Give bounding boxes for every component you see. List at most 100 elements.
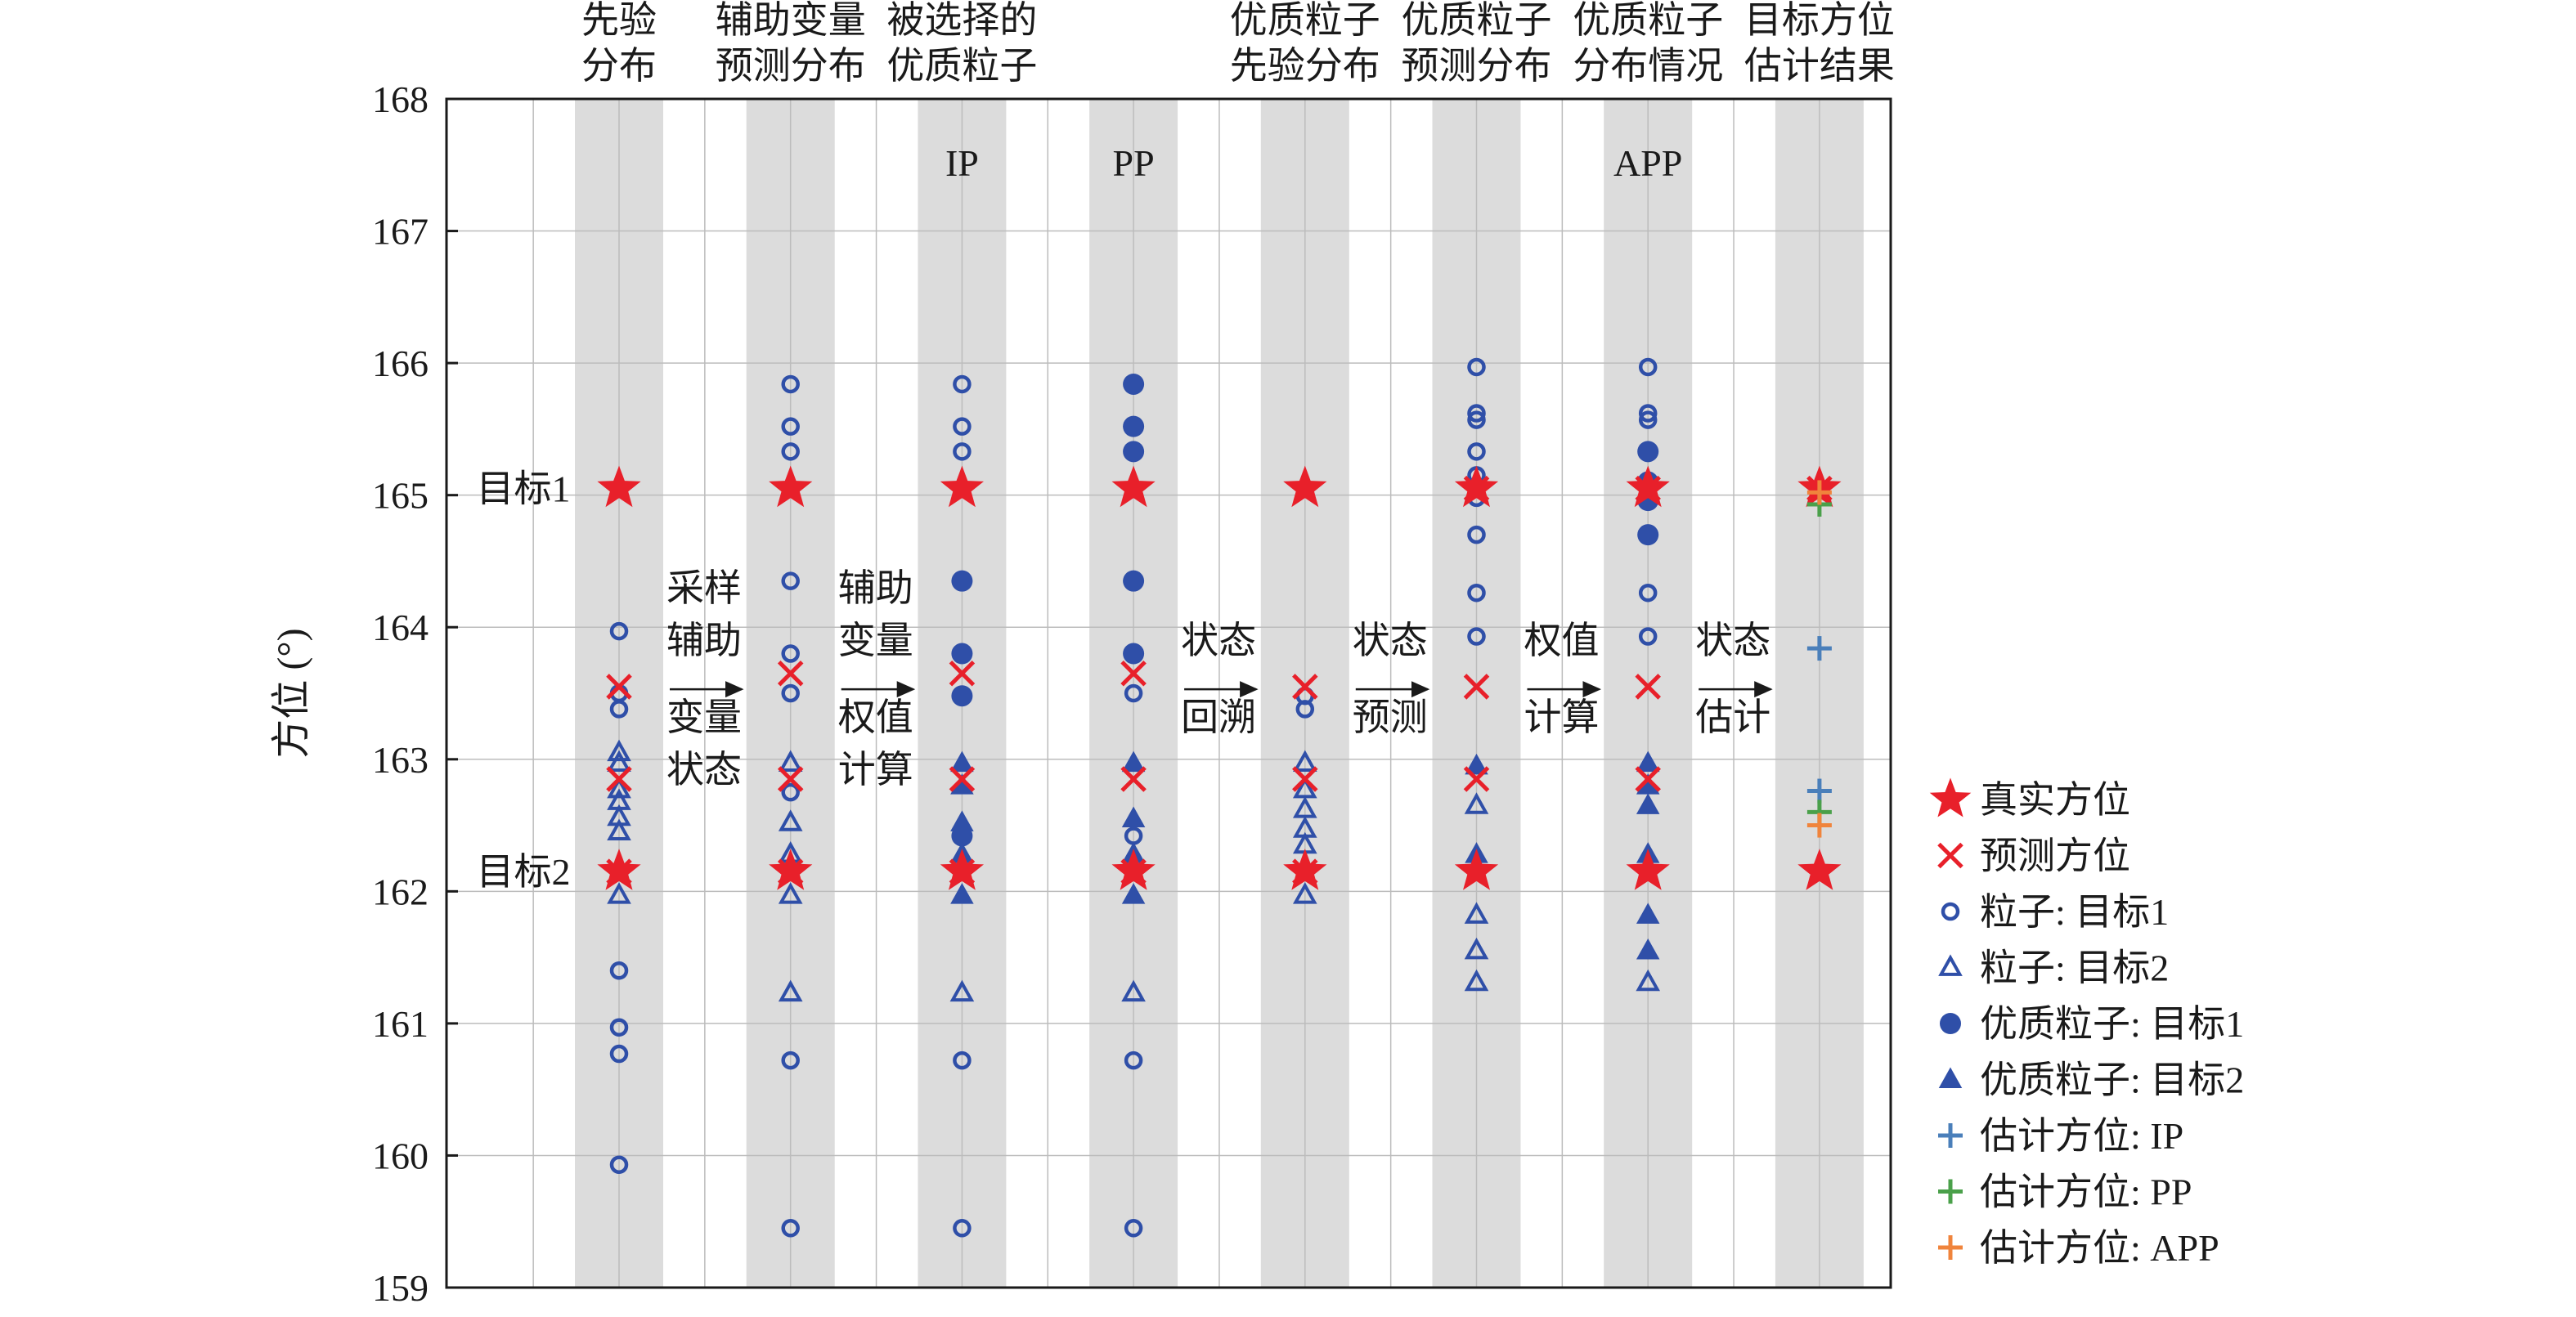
legend-label: 估计方位: APP (1980, 1227, 2219, 1269)
data-point-triangle-filled (1636, 938, 1660, 960)
data-point-triangle-filled (1121, 750, 1146, 773)
step-label: 状态 (666, 749, 742, 791)
data-point-circle-open (953, 417, 972, 436)
step-label: 权值 (838, 697, 913, 738)
legend-marker-plus (1938, 1235, 1963, 1260)
data-point-triangle-open (1464, 792, 1489, 814)
column-header: 分布情况 (1573, 45, 1723, 87)
column-header: 优质粒子 (1573, 0, 1723, 41)
data-point-x (777, 766, 804, 792)
legend-label: 真实方位 (1980, 779, 2130, 821)
y-tick-label: 161 (372, 1003, 429, 1045)
column-header: 估计结果 (1744, 45, 1895, 87)
data-point-circle-filled (951, 643, 973, 665)
y-tick-label: 166 (372, 343, 429, 384)
data-point-circle-filled (951, 570, 973, 592)
data-point-triangle-filled (950, 773, 974, 795)
y-tick-label: 165 (372, 475, 429, 517)
data-point-circle-open (781, 417, 800, 436)
data-point-circle-filled (1637, 524, 1659, 546)
data-point-triangle-open (1636, 969, 1661, 992)
data-point-star (1283, 465, 1327, 508)
data-point-triangle-open (778, 979, 803, 1002)
column-header: 分布 (581, 45, 657, 87)
data-point-circle-open (953, 1219, 972, 1238)
grid-lines (447, 99, 1891, 1288)
mode-label: APP (1613, 142, 1682, 184)
column-header: 优质粒子 (1230, 0, 1380, 41)
column-header: 辅助变量 (716, 0, 866, 41)
data-point-circle-open (1124, 1219, 1143, 1238)
data-point-triangle-open (607, 776, 631, 799)
data-point-circle-open (1467, 404, 1486, 423)
data-point-star (1454, 465, 1499, 508)
data-point-triangle-filled (1636, 793, 1660, 814)
data-point-circle-open (1467, 442, 1486, 461)
y-tick-label: 167 (372, 211, 429, 253)
data-point-circle-open (1638, 357, 1658, 377)
data-point-triangle-open (778, 750, 803, 773)
data-point-circle-open (1638, 627, 1658, 646)
data-point-circle-open (781, 644, 800, 663)
legend-marker-plus (1938, 1179, 1963, 1204)
data-point-x (1120, 766, 1147, 792)
column-header: 被选择的 (886, 0, 1037, 41)
step-label: 预测 (1353, 697, 1428, 738)
column-header: 先验分布 (1230, 45, 1380, 87)
data-point-circle-open (609, 961, 629, 980)
data-point-triangle-open (778, 882, 803, 904)
data-point-triangle-filled (1465, 753, 1488, 775)
data-point-x (606, 766, 632, 792)
legend-marker-triangle-open (1938, 954, 1963, 976)
data-point-star (597, 465, 641, 508)
step-label: 计算 (1524, 697, 1600, 738)
data-point-circle-filled (1123, 570, 1145, 592)
legend-marker-triangle-filled (1938, 1067, 1963, 1088)
legend-label: 估计方位: PP (1980, 1171, 2192, 1213)
data-point-star (597, 849, 641, 890)
data-point-triangle-filled (1636, 903, 1660, 924)
data-point-circle-open (609, 621, 629, 641)
data-point-circle-open (1467, 357, 1486, 377)
y-tick-label: 159 (372, 1267, 429, 1309)
legend-label: 优质粒子: 目标1 (1980, 1003, 2244, 1045)
data-point-star (1454, 849, 1499, 890)
column-header: 预测分布 (716, 45, 866, 87)
data-point-circle-open (781, 683, 800, 703)
data-point-triangle-open (1464, 937, 1489, 960)
data-point-circle-filled (1637, 441, 1659, 463)
data-point-triangle-open (607, 739, 631, 762)
data-point-x (777, 660, 804, 687)
data-point-star (940, 465, 984, 508)
data-point-triangle-open (1464, 969, 1489, 992)
data-point-star (1111, 465, 1156, 508)
data-point-star (1797, 849, 1842, 890)
column-header: 优质粒子 (886, 45, 1037, 87)
data-point-circle-filled (1123, 373, 1145, 395)
data-point-triangle-open (607, 750, 631, 773)
data-point-triangle-open (1121, 979, 1146, 1002)
step-label: 辅助 (838, 567, 913, 609)
step-label: 计算 (838, 749, 913, 791)
data-point-circle-open (609, 1155, 629, 1175)
data-point-triangle-open (778, 809, 803, 831)
data-point-plus (1806, 480, 1832, 505)
step-label: 采样 (666, 567, 742, 609)
step-label: 辅助 (666, 620, 742, 661)
mode-labels: IP PP APP (945, 142, 1682, 184)
data-point-triangle-open (1292, 750, 1317, 773)
data-point-x (949, 766, 976, 792)
data-point-plus (1806, 778, 1832, 804)
data-point-circle-open (1638, 404, 1658, 423)
data-point-circle-open (1124, 1050, 1143, 1070)
legend-marker-star (1929, 777, 1972, 818)
y-axis-label: 方位 (°) (270, 628, 313, 758)
data-point-triangle-filled (1121, 883, 1146, 904)
data-point-star (1111, 849, 1156, 890)
data-point-star (1626, 465, 1670, 508)
data-point-circle-open (781, 1219, 800, 1238)
data-point-circle-open (1467, 627, 1486, 646)
data-point-circle-filled (1123, 441, 1145, 463)
